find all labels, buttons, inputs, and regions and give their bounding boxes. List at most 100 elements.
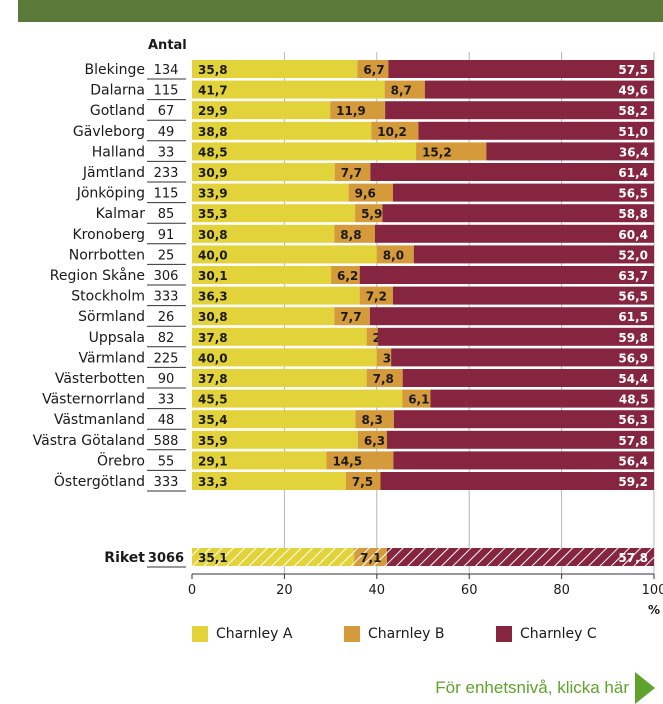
row-count: 33 <box>158 145 175 160</box>
row-label: Halland <box>92 144 145 160</box>
row-label: Örebro <box>97 451 145 469</box>
row-data-label: 35,9 <box>198 434 228 448</box>
row-bar-segment <box>370 163 654 181</box>
row-data-label: 60,4 <box>618 228 648 242</box>
legend-label-charnley-b: Charnley B <box>368 626 445 642</box>
total-row-bar-segment <box>354 548 387 566</box>
row-data-label: 33,3 <box>198 475 228 489</box>
legend-label-charnley-a: Charnley A <box>216 626 293 642</box>
row-data-label: 37,8 <box>198 372 228 386</box>
row-bar-segment <box>192 204 356 223</box>
row-label: Gävleborg <box>73 124 145 140</box>
row-bar-segment <box>192 410 356 429</box>
row-bar-segment <box>424 80 654 99</box>
row-count: 85 <box>158 207 175 222</box>
total-row-data-label: 7,1 <box>360 551 381 565</box>
row-count: 333 <box>154 290 179 305</box>
row-label: Blekinge <box>85 62 145 78</box>
row-data-label: 15,2 <box>422 145 452 159</box>
row-data-label: 57,8 <box>618 434 648 448</box>
row-bar-segment <box>192 369 367 387</box>
row-data-label: 54,4 <box>618 372 648 386</box>
count-header: Antal <box>148 38 187 53</box>
row-bar-segment <box>486 142 655 161</box>
legend-swatch-charnley-a <box>192 626 208 642</box>
row-count: 55 <box>158 454 175 469</box>
row-data-label: 30,9 <box>198 166 228 180</box>
row-data-label: 40,0 <box>198 248 228 262</box>
row-data-label: 35,3 <box>198 207 228 221</box>
row-data-label: 33,9 <box>198 187 228 201</box>
row-bar-segment <box>334 224 375 243</box>
row-bar-segment <box>192 142 417 161</box>
row-bar-segment <box>357 60 389 78</box>
row-label: Region Skåne <box>50 267 145 284</box>
row-bar-segment <box>192 472 346 490</box>
row-bar-segment <box>430 389 655 408</box>
row-count: 306 <box>154 269 179 284</box>
row-data-label: 49,6 <box>618 84 648 98</box>
row-bar-segment <box>366 327 378 346</box>
row-label: Västra Götaland <box>33 433 145 449</box>
row-count: 48 <box>158 413 175 428</box>
row-data-label: 56,9 <box>618 351 648 365</box>
row-bar-segment <box>192 348 377 367</box>
row-bar-segment <box>371 121 419 140</box>
row-data-label: 29,1 <box>198 454 228 468</box>
row-data-label: 58,8 <box>618 207 648 221</box>
row-data-label: 37,8 <box>198 331 228 345</box>
row-bar-segment <box>355 204 383 223</box>
row-label: Jämtland <box>82 165 145 181</box>
row-data-label: 8,8 <box>340 228 361 242</box>
legend-swatch-charnley-b <box>344 626 360 642</box>
row-data-label: 6,7 <box>363 63 384 77</box>
arrow-right-icon[interactable] <box>635 672 655 704</box>
row-data-label: 6,3 <box>364 434 385 448</box>
row-bar-segment <box>355 410 394 429</box>
row-bar-segment <box>391 348 654 367</box>
row-data-label: 30,8 <box>198 310 228 324</box>
row-data-label: 41,7 <box>198 84 228 98</box>
row-bar-segment <box>192 266 332 284</box>
row-count: 225 <box>154 351 179 366</box>
row-bar-segment <box>192 101 331 120</box>
x-tick-label: 40 <box>369 583 386 598</box>
row-data-label: 29,9 <box>198 104 228 118</box>
row-label: Gotland <box>90 103 145 119</box>
row-count: 67 <box>158 104 175 119</box>
row-label: Västmanland <box>54 412 145 428</box>
row-label: Östergötland <box>54 472 145 490</box>
unit-level-link[interactable]: För enhetsnivå, klicka här <box>435 672 655 704</box>
row-bar-segment <box>192 430 358 449</box>
row-data-label: 36,3 <box>198 290 228 304</box>
row-label: Uppsala <box>89 330 145 346</box>
total-row-bar-segment <box>192 548 355 566</box>
row-count: 115 <box>154 84 179 99</box>
row-bar-segment <box>348 183 393 202</box>
row-data-label: 61,5 <box>618 310 648 324</box>
row-bar-segment <box>393 410 654 429</box>
row-label: Värmland <box>79 350 145 366</box>
row-data-label: 61,4 <box>618 166 648 180</box>
row-bar-segment <box>192 60 358 78</box>
row-count: 82 <box>158 331 175 346</box>
unit-level-link-label[interactable]: För enhetsnivå, klicka här <box>435 678 629 697</box>
row-bar-segment <box>357 430 387 449</box>
row-bar-segment <box>380 472 654 490</box>
row-bar-segment <box>331 266 360 284</box>
row-data-label: 59,8 <box>618 331 648 345</box>
row-bar-segment <box>413 245 654 264</box>
row-bar-segment <box>359 286 393 305</box>
row-bar-segment <box>330 101 386 120</box>
row-data-label: 52,0 <box>618 248 648 262</box>
total-row-label: Riket <box>104 550 145 566</box>
row-data-label: 30,8 <box>198 228 228 242</box>
row-data-label: 11,9 <box>336 104 366 118</box>
legend-swatch-charnley-c <box>496 626 512 642</box>
row-bar-segment <box>192 80 385 99</box>
row-bar-segment <box>388 60 654 78</box>
row-data-label: 36,4 <box>619 145 649 159</box>
row-count: 49 <box>158 125 175 140</box>
row-data-label: 57,5 <box>618 63 648 77</box>
